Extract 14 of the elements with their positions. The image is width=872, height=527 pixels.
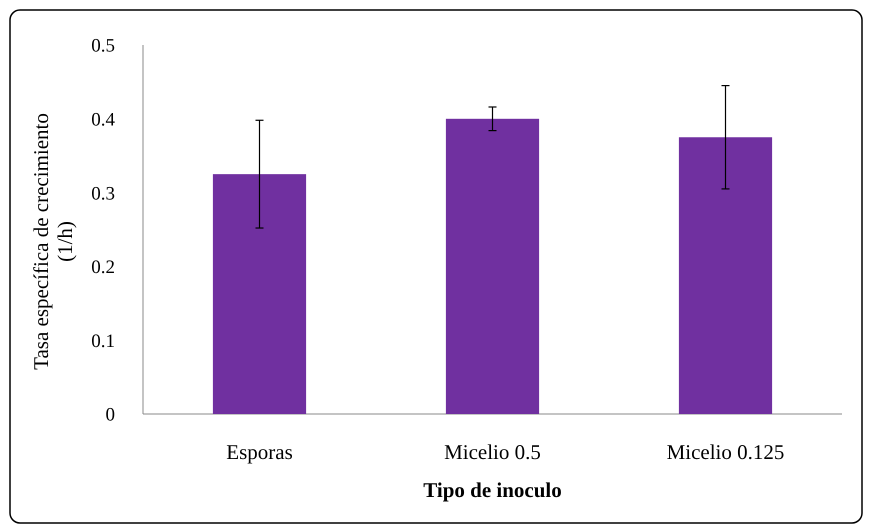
x-tick-label: Micelio 0.125: [666, 440, 784, 464]
x-tick-label: Esporas: [226, 440, 293, 464]
y-tick-label: 0.3: [91, 183, 115, 204]
bar: [678, 137, 772, 414]
y-tick-label: 0.4: [91, 109, 116, 130]
x-axis-title: Tipo de inoculo: [423, 478, 562, 502]
y-tick-label: 0.1: [91, 330, 115, 352]
y-tick-label: 0.2: [91, 257, 115, 278]
bar: [212, 174, 306, 414]
bar: [446, 118, 540, 414]
y-axis-title: Tasa específica de crecimiento (1/h): [29, 113, 77, 370]
y-tick-label: 0: [106, 404, 115, 426]
y-tick-label: 0.5: [91, 36, 115, 57]
x-tick-label: Micelio 0.5: [444, 440, 541, 464]
